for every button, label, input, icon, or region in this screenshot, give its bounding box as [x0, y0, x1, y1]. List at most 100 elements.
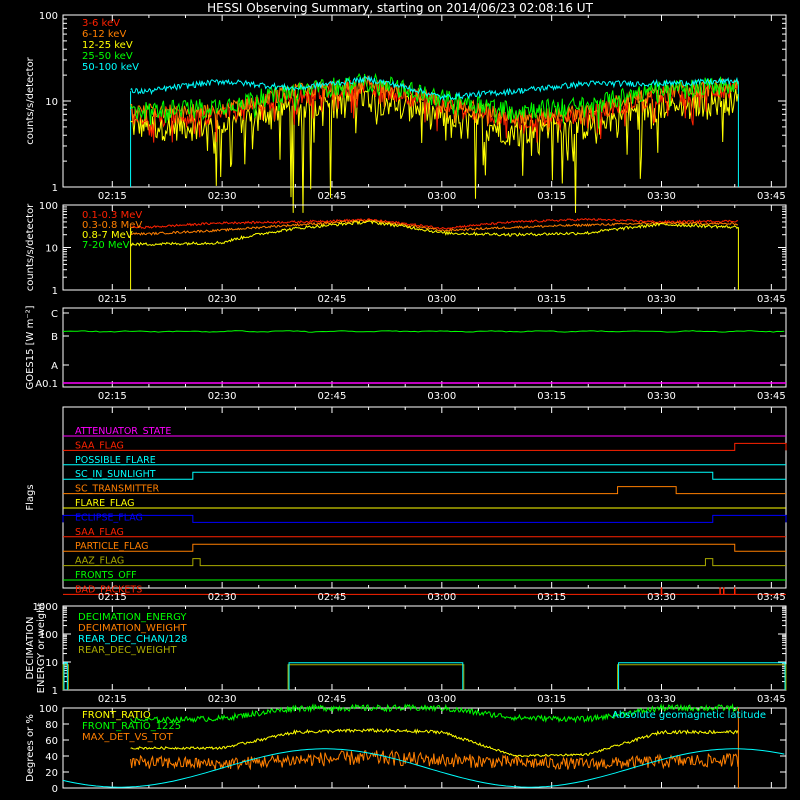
legend-entry: FRONT_RATIO_1225 [82, 721, 181, 732]
y-tick-label: 10 [45, 244, 58, 255]
legend-entry: DECIMATION_WEIGHT [78, 623, 187, 634]
x-tick-label: 03:00 [427, 191, 456, 202]
y-tick-label: 1000 [33, 602, 58, 613]
flag-label: FRONTS_OFF [75, 570, 137, 581]
x-tick-label: 02:45 [318, 592, 347, 603]
y-tick-label: 10 [45, 658, 58, 669]
x-tick-label: 02:15 [98, 391, 127, 402]
decimation-step-chan [618, 662, 786, 690]
decimation-step-weight [617, 664, 787, 690]
x-tick-label: 03:45 [757, 294, 786, 305]
y-tick-label: 80 [45, 720, 58, 731]
y-tick-label: 100 [39, 630, 58, 641]
flag-label: SC_IN_SUNLIGHT [75, 469, 156, 480]
y-tick-label: 1 [52, 686, 58, 697]
x-tick-label: 03:45 [757, 191, 786, 202]
flag-label: PARTICLE_FLAG [75, 541, 148, 552]
x-tick-label: 03:15 [537, 391, 566, 402]
legend-entry: 12-25 keV [82, 40, 133, 51]
decimation-step-weight [62, 664, 69, 690]
flag-line [63, 486, 786, 495]
x-tick-label: 02:15 [98, 592, 127, 603]
y-axis-label: counts/s/detector [25, 56, 36, 144]
y-tick-label: B [51, 332, 58, 343]
x-tick-label: 03:00 [427, 694, 456, 705]
y-tick-label: 100 [39, 201, 58, 212]
panel-goes: A0.1 A B C GOES15 [W m⁻²] 02:15 02:30 02:45 03:0… [25, 305, 787, 402]
x-tick-label: 03:30 [647, 592, 676, 603]
legend-entry: REAR_DEC_WEIGHT [78, 645, 177, 656]
flag-label: SC_TRANSMITTER [75, 484, 160, 495]
x-tick-label: 03:15 [537, 592, 566, 603]
series-line-0.3-0.8-mev [130, 219, 739, 236]
series-line-25-50-kev [130, 72, 739, 129]
flag-line [63, 471, 786, 480]
x-tick-label: 03:15 [537, 294, 566, 305]
y-tick-label: 0 [52, 784, 58, 795]
x-tick-label: 02:30 [208, 294, 237, 305]
legend-entry: 50-100 keV [82, 62, 139, 73]
x-tick-label: 03:15 [537, 694, 566, 705]
x-tick-label: 02:45 [318, 294, 347, 305]
decimation-step-chan [63, 662, 68, 690]
series-line-0.1-0.3-mev [130, 217, 738, 230]
y-tick-label: C [51, 309, 58, 320]
legend-entry: 6-12 keV [82, 29, 126, 40]
y-tick-label: 10 [45, 97, 58, 108]
plot-frame [62, 605, 787, 691]
flag-label: POSSIBLE_FLARE [75, 455, 156, 466]
x-tick-label: 03:30 [647, 391, 676, 402]
x-tick-label: 02:15 [98, 294, 127, 305]
series-line-12-25-kev [130, 85, 739, 213]
x-tick-label: 03:00 [427, 592, 456, 603]
y-axis-label-2: ENERGY or weight [36, 603, 47, 694]
x-tick-label: 03:45 [757, 391, 786, 402]
x-tick-label: 02:30 [208, 191, 237, 202]
x-tick-label: 03:45 [757, 694, 786, 705]
decimation-step-chan [288, 662, 464, 690]
plot-frame [62, 406, 787, 589]
x-tick-label: 03:00 [427, 391, 456, 402]
y-tick-label: 40 [45, 752, 58, 763]
flag-label: FLARE_FLAG [75, 498, 135, 509]
x-tick-label: 02:15 [98, 694, 127, 705]
y-axis-label: DECIMATION [25, 616, 36, 679]
flag-label: AAZ_FLAG [75, 556, 124, 567]
flag-label: ECLIPSE_FLAG [75, 512, 143, 523]
legend-entry: DECIMATION_ENERGY [78, 612, 187, 623]
y-axis-label: GOES15 [W m⁻²] [25, 305, 36, 389]
y-tick-label: 100 [39, 704, 58, 715]
flag-line [62, 514, 787, 523]
series-line-50-100-kev [130, 74, 739, 102]
x-tick-label: 02:45 [318, 391, 347, 402]
figure-title: HESSI Observing Summary, starting on 201… [207, 1, 593, 15]
legend-entry: REAR_DEC_CHAN/128 [78, 634, 187, 645]
y-tick-label: A [51, 361, 58, 372]
x-tick-label: 02:30 [208, 391, 237, 402]
x-tick-label: 03:30 [647, 694, 676, 705]
y-axis-label: counts/s/detector [25, 203, 36, 291]
legend-entry: 0.1-0.3 MeV [82, 210, 142, 221]
series-line-geomagnetic-latitude [62, 748, 785, 788]
legend-entry: 0.3-0.8 MeV [82, 220, 142, 231]
y-tick-label: A0.1 [35, 379, 58, 390]
decimation-step-weight [287, 664, 465, 690]
legend-entry: FRONT_RATIO [82, 710, 151, 721]
goes-flux-line [62, 330, 785, 333]
flag-line [63, 558, 786, 567]
legend-entry: 25-50 keV [82, 51, 133, 62]
panel-decimation: 1 10 100 1000 DECIMATION ENERGY or weight DECI… [25, 602, 787, 705]
flag-label: SAA_FLAG [75, 527, 124, 538]
series-line-0.8-7-mev [130, 220, 739, 247]
series-line-front-ratio [130, 727, 739, 758]
flag-line [63, 543, 786, 552]
panel-flags: ATTENUATOR_STATE SAA_FLAG POSSIBLE_FLARE SC… [25, 406, 787, 603]
plot-frame [62, 307, 787, 388]
y-tick-label: 60 [45, 736, 58, 747]
x-tick-label: 03:15 [537, 191, 566, 202]
legend-entry: Absolute geomagnetic latitude [612, 710, 766, 721]
